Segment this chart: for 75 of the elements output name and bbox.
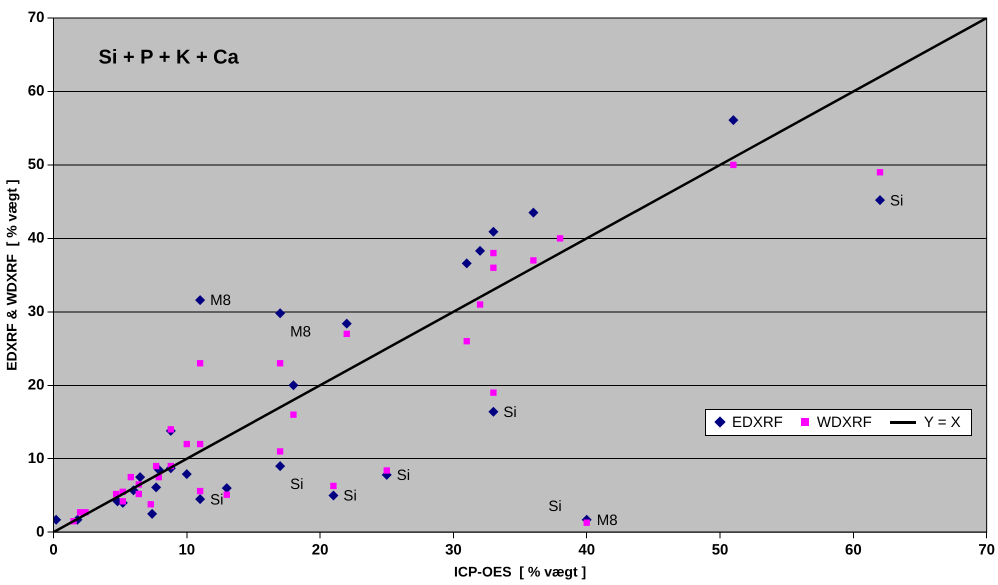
point xyxy=(530,257,537,264)
legend-label: Y = X xyxy=(924,414,961,431)
y-tick-label: 50 xyxy=(28,156,44,174)
annotation: Si + P + K + Ca xyxy=(98,46,240,69)
point xyxy=(275,461,286,472)
point xyxy=(584,519,590,526)
y-axis-title: EDXRF & WDXRF [ % vægt ] xyxy=(3,179,20,371)
x-tick-label: 10 xyxy=(178,541,196,558)
y-tick-label: 0 xyxy=(36,523,44,540)
point xyxy=(182,469,192,480)
point xyxy=(195,494,206,504)
point xyxy=(384,467,390,474)
point xyxy=(875,195,886,206)
annotation: M8 xyxy=(290,323,311,340)
point xyxy=(476,301,484,308)
point xyxy=(464,338,470,344)
point xyxy=(148,501,154,508)
point xyxy=(528,208,538,218)
annotation: Si xyxy=(290,476,304,494)
point xyxy=(195,295,206,306)
legend-label: WDXRF xyxy=(816,414,872,431)
point xyxy=(196,488,204,494)
annotation: M8 xyxy=(596,512,618,529)
point xyxy=(151,482,162,492)
point xyxy=(344,330,350,338)
x-tick-label: 30 xyxy=(445,541,462,558)
point xyxy=(488,406,498,417)
point xyxy=(462,258,472,268)
x-tick-label: 0 xyxy=(49,541,58,558)
point xyxy=(728,115,738,126)
y-tick-label: 40 xyxy=(28,230,44,247)
point xyxy=(730,162,737,168)
y-tick-label: 30 xyxy=(28,302,44,320)
point xyxy=(475,246,486,256)
point xyxy=(490,389,497,396)
x-tick-label: 70 xyxy=(978,541,995,558)
point xyxy=(196,440,204,448)
point xyxy=(222,483,232,494)
y-tick-label: 60 xyxy=(28,82,44,100)
point xyxy=(275,308,286,318)
x-tick-label: 50 xyxy=(712,541,728,558)
point xyxy=(128,474,134,480)
y-tick-label: 70 xyxy=(28,9,44,26)
x-axis-title: ICP-OES [ % vægt ] xyxy=(454,563,586,580)
x-tick-label: 20 xyxy=(312,541,328,558)
annotation: Si xyxy=(548,498,562,515)
point xyxy=(136,490,142,498)
y-tick-label: 20 xyxy=(28,376,44,394)
annotation: Si xyxy=(343,488,357,505)
point xyxy=(276,448,284,455)
point xyxy=(290,411,297,418)
point xyxy=(288,380,298,390)
point xyxy=(135,472,146,482)
annotation: Si xyxy=(503,404,517,421)
annotation: Si xyxy=(210,491,224,508)
annotation: M8 xyxy=(210,292,231,310)
point xyxy=(328,490,338,500)
annotation: Si xyxy=(890,192,904,210)
annotation: Si xyxy=(396,467,410,484)
point xyxy=(276,360,284,366)
point xyxy=(184,440,190,448)
point xyxy=(330,482,337,490)
x-tick-label: 40 xyxy=(578,541,596,558)
point xyxy=(147,508,158,519)
point xyxy=(490,264,497,271)
legend-label: EDXRF xyxy=(732,414,783,431)
point xyxy=(342,318,352,329)
point xyxy=(490,250,497,256)
point xyxy=(488,226,498,237)
point xyxy=(876,169,884,176)
x-tick-label: 60 xyxy=(845,541,862,558)
point xyxy=(224,492,230,498)
y-tick-label: 10 xyxy=(28,450,44,467)
point xyxy=(196,360,204,366)
point xyxy=(556,235,564,242)
